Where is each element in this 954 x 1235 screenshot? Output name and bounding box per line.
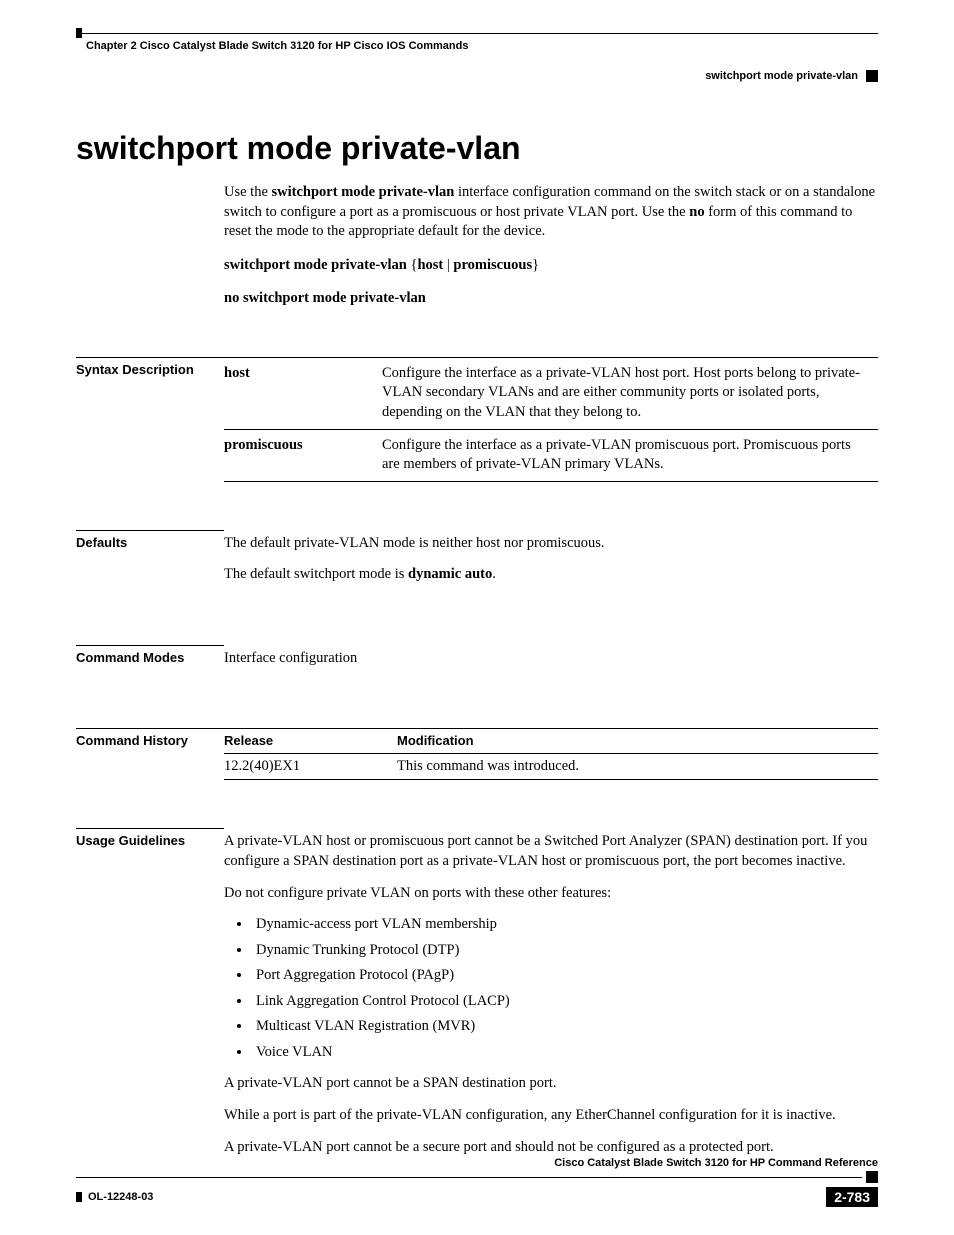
footer-end-block — [866, 1171, 878, 1183]
syntax-keyword: promiscuous — [224, 429, 382, 481]
usage-p3: A private-VLAN port cannot be a SPAN des… — [224, 1074, 878, 1094]
table-row: host Configure the interface as a privat… — [224, 357, 878, 429]
history-release: 12.2(40)EX1 — [224, 753, 397, 780]
syntax-host: host — [417, 257, 443, 273]
defaults-p1: The default private-VLAN mode is neither… — [224, 530, 878, 554]
no-syntax-line: no switchport mode private-vlan — [224, 289, 878, 309]
syntax-desc: Configure the interface as a private-VLA… — [382, 429, 878, 481]
syntax-keyword: host — [224, 357, 382, 429]
header-top-rule — [76, 28, 878, 38]
list-item: Dynamic Trunking Protocol (DTP) — [252, 941, 878, 961]
syntax-pipe: | — [443, 257, 453, 273]
section-history: Command History Release Modification 12.… — [76, 728, 878, 780]
running-head-row: switchport mode private-vlan — [76, 70, 878, 82]
header-rule — [82, 33, 878, 34]
syntax-table: host Configure the interface as a privat… — [224, 357, 878, 482]
table-row: 12.2(40)EX1 This command was introduced. — [224, 753, 878, 780]
intro-no-bold: no — [689, 204, 704, 220]
intro-block: Use the switchport mode private-vlan int… — [224, 183, 878, 309]
syntax-promiscuous: promiscuous — [453, 257, 532, 273]
defaults-bold: dynamic auto — [408, 566, 492, 582]
footer-rule — [76, 1177, 862, 1178]
syntax-cmd: switchport mode private-vlan — [224, 257, 410, 273]
chapter-line: Chapter 2 Cisco Catalyst Blade Switch 31… — [86, 40, 878, 52]
history-table: Release Modification 12.2(40)EX1 This co… — [224, 728, 878, 780]
page-title: switchport mode private-vlan — [76, 130, 878, 167]
doc-id: OL-12248-03 — [88, 1191, 153, 1203]
modes-label: Command Modes — [76, 645, 224, 681]
footer-left: OL-12248-03 — [76, 1191, 153, 1203]
footer-rule-row — [76, 1171, 878, 1183]
list-item: Multicast VLAN Registration (MVR) — [252, 1017, 878, 1037]
header-end-block — [866, 70, 878, 82]
section-defaults: Defaults The default private-VLAN mode i… — [76, 530, 878, 597]
usage-feature-list: Dynamic-access port VLAN membership Dyna… — [224, 915, 878, 1062]
section-syntax: Syntax Description host Configure the in… — [76, 357, 878, 482]
defaults-text: . — [492, 566, 496, 582]
syntax-line: switchport mode private-vlan {host | pro… — [224, 256, 878, 276]
running-head: switchport mode private-vlan — [705, 70, 858, 82]
history-header-release: Release — [224, 729, 397, 754]
list-item: Port Aggregation Protocol (PAgP) — [252, 966, 878, 986]
usage-label: Usage Guidelines — [76, 828, 224, 1169]
usage-p1: A private-VLAN host or promiscuous port … — [224, 828, 878, 871]
defaults-p2: The default switchport mode is dynamic a… — [224, 565, 878, 585]
defaults-text: The default switchport mode is — [224, 566, 408, 582]
footer-book-title: Cisco Catalyst Blade Switch 3120 for HP … — [76, 1157, 878, 1169]
list-item: Dynamic-access port VLAN membership — [252, 915, 878, 935]
table-header-row: Release Modification — [224, 729, 878, 754]
section-usage: Usage Guidelines A private-VLAN host or … — [76, 828, 878, 1169]
intro-text: Use the — [224, 184, 272, 200]
usage-p4: While a port is part of the private-VLAN… — [224, 1106, 878, 1126]
syntax-label: Syntax Description — [76, 357, 224, 482]
usage-p2: Do not configure private VLAN on ports w… — [224, 884, 878, 904]
footer-left-tick — [76, 1192, 82, 1202]
page-footer: Cisco Catalyst Blade Switch 3120 for HP … — [76, 1157, 878, 1207]
list-item: Voice VLAN — [252, 1043, 878, 1063]
syntax-brace: } — [532, 257, 539, 273]
intro-cmd-bold: switchport mode private-vlan — [272, 184, 455, 200]
history-modification: This command was introduced. — [397, 753, 878, 780]
history-header-modification: Modification — [397, 729, 878, 754]
table-row: promiscuous Configure the interface as a… — [224, 429, 878, 481]
usage-p5: A private-VLAN port cannot be a secure p… — [224, 1138, 878, 1158]
syntax-desc: Configure the interface as a private-VLA… — [382, 357, 878, 429]
defaults-label: Defaults — [76, 530, 224, 597]
footer-bottom-row: OL-12248-03 2-783 — [76, 1187, 878, 1207]
list-item: Link Aggregation Control Protocol (LACP) — [252, 992, 878, 1012]
modes-text: Interface configuration — [224, 645, 878, 669]
page-number: 2-783 — [826, 1187, 878, 1207]
section-modes: Command Modes Interface configuration — [76, 645, 878, 681]
history-label: Command History — [76, 728, 224, 780]
intro-paragraph: Use the switchport mode private-vlan int… — [224, 183, 878, 242]
